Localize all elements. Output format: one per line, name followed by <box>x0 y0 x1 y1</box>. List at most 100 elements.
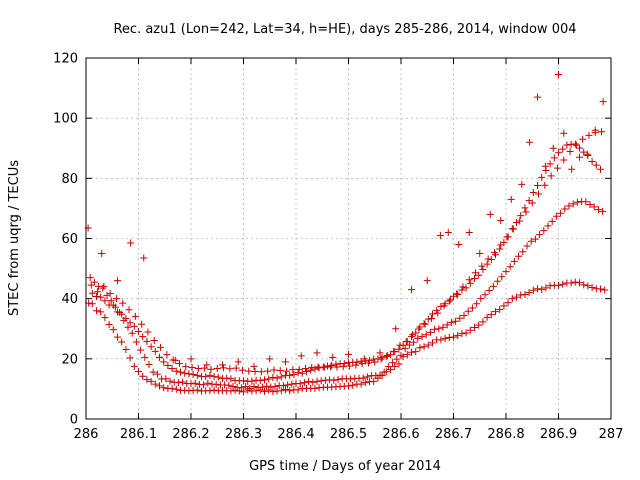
data-point <box>510 257 518 265</box>
data-point <box>420 320 428 328</box>
data-point <box>585 131 593 139</box>
data-point <box>147 343 155 351</box>
data-point <box>508 295 516 303</box>
x-tick-label: 286.1 <box>120 427 157 442</box>
data-point <box>270 366 278 374</box>
data-point <box>590 203 598 211</box>
data-point <box>93 307 100 315</box>
data-point <box>597 165 604 173</box>
data-point <box>177 368 184 376</box>
data-point <box>103 291 111 299</box>
data-point <box>97 293 105 301</box>
data-point <box>410 338 418 346</box>
data-point <box>542 167 550 175</box>
data-point <box>513 293 520 301</box>
data-point <box>257 368 265 376</box>
data-point <box>559 280 567 288</box>
data-point <box>494 277 502 285</box>
data-point <box>441 334 449 342</box>
data-point <box>352 361 360 369</box>
data-point <box>283 367 291 375</box>
data-point <box>473 300 481 308</box>
data-point <box>308 364 316 372</box>
data-point <box>599 98 607 106</box>
data-point <box>298 369 306 377</box>
data-point <box>389 359 397 367</box>
data-point <box>396 341 404 349</box>
data-point <box>552 212 560 220</box>
data-point <box>264 367 272 375</box>
data-point <box>263 382 271 390</box>
data-point <box>380 368 388 376</box>
data-point <box>383 352 391 360</box>
data-point <box>206 371 214 379</box>
data-point <box>571 278 579 286</box>
data-point <box>529 286 537 294</box>
data-point <box>498 273 506 281</box>
data-point <box>109 301 117 309</box>
chart-title: Rec. azu1 (Lon=242, Lat=34, h=HE), days … <box>113 22 576 37</box>
data-point <box>502 268 510 276</box>
data-point <box>412 329 420 337</box>
data-point <box>397 351 405 359</box>
data-point <box>210 373 218 381</box>
data-point <box>538 173 546 181</box>
data-point <box>479 265 487 273</box>
data-point <box>212 380 220 388</box>
data-point <box>357 380 365 388</box>
data-point <box>484 255 492 263</box>
data-point <box>573 198 581 206</box>
data-point <box>179 378 187 386</box>
x-tick-label: 286.3 <box>225 427 262 442</box>
data-point <box>127 239 135 247</box>
data-point <box>122 346 130 354</box>
data-point <box>269 388 277 396</box>
data-point <box>423 277 431 285</box>
data-point <box>460 312 468 320</box>
data-point <box>466 326 474 334</box>
data-point <box>531 235 539 243</box>
data-point <box>151 380 159 388</box>
data-point <box>311 384 319 392</box>
data-point <box>172 385 180 393</box>
data-point <box>559 145 567 153</box>
data-point <box>462 284 470 292</box>
data-point <box>481 291 489 299</box>
data-point <box>541 162 549 170</box>
data-point <box>490 249 498 257</box>
data-point <box>405 341 413 349</box>
data-point <box>475 321 483 329</box>
data-point <box>427 315 435 323</box>
data-point <box>483 260 491 268</box>
data-point <box>582 198 590 206</box>
data-point <box>182 363 190 371</box>
data-point <box>149 368 157 376</box>
data-point <box>378 354 386 362</box>
data-point <box>202 373 210 381</box>
data-point <box>130 322 138 330</box>
data-point <box>114 277 121 285</box>
data-point <box>175 360 183 368</box>
data-point <box>345 382 352 390</box>
data-point <box>143 337 151 345</box>
data-point <box>147 377 155 385</box>
data-point <box>376 349 384 357</box>
data-point <box>391 362 399 370</box>
data-point <box>446 296 454 304</box>
x-tick-label: 286.9 <box>540 427 577 442</box>
data-point <box>572 141 580 149</box>
data-point <box>340 360 348 368</box>
data-point <box>548 217 556 225</box>
data-point <box>227 375 235 383</box>
data-point <box>580 281 588 289</box>
data-point <box>240 377 247 385</box>
data-point <box>200 381 208 389</box>
data-point <box>265 375 273 383</box>
data-point <box>229 383 237 391</box>
data-point <box>296 380 304 388</box>
data-point <box>303 367 310 375</box>
data-point <box>187 380 195 388</box>
data-point <box>128 329 136 337</box>
data-point <box>421 320 429 328</box>
data-point <box>538 285 546 293</box>
